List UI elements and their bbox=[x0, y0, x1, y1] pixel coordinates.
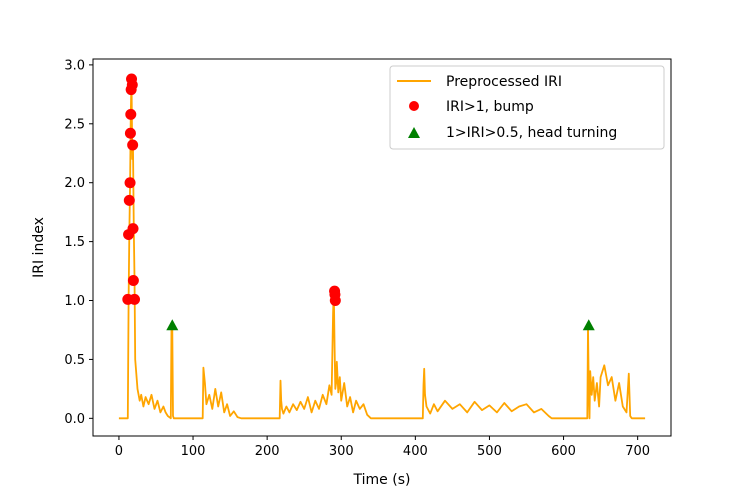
legend-label-preprocessed-iri: Preprocessed IRI bbox=[446, 74, 562, 90]
x-tick-label: 400 bbox=[403, 444, 428, 459]
x-axis-label: Time (s) bbox=[353, 472, 411, 488]
legend-label-head-turning: 1>IRI>0.5, head turning bbox=[446, 125, 617, 141]
y-tick-label: 3.0 bbox=[64, 58, 85, 73]
x-tick-label: 300 bbox=[329, 444, 354, 459]
y-tick-label: 1.0 bbox=[64, 294, 85, 309]
x-tick-label: 100 bbox=[181, 444, 206, 459]
plot-frame bbox=[92, 58, 672, 437]
head-turning-point bbox=[582, 319, 595, 331]
y-tick-label: 2.5 bbox=[64, 117, 85, 132]
bump-point bbox=[125, 108, 137, 120]
legend-label-bump: IRI>1, bump bbox=[446, 99, 534, 115]
x-tick-label: 700 bbox=[625, 444, 650, 459]
y-tick-label: 0.5 bbox=[64, 353, 85, 368]
bump-point bbox=[329, 295, 341, 307]
y-tick-label: 1.5 bbox=[64, 235, 85, 250]
x-tick-label: 0 bbox=[115, 444, 123, 459]
plot-layer bbox=[118, 73, 646, 420]
bump-point bbox=[127, 274, 139, 286]
legend-triangle-swatch bbox=[408, 127, 420, 138]
axes-layer: 0 100 200 300 400 500 600 700 0.0 0.5 1.0 1.5 2.0 2.5… bbox=[64, 58, 650, 459]
x-tick-label: 500 bbox=[477, 444, 502, 459]
bump-point bbox=[126, 79, 138, 91]
x-tick-label: 600 bbox=[551, 444, 576, 459]
legend: Preprocessed IRI IRI>1, bump 1>IRI>0.5, … bbox=[389, 65, 665, 150]
y-tick-label: 2.0 bbox=[64, 176, 85, 191]
bump-point bbox=[127, 223, 139, 235]
bump-point bbox=[127, 139, 139, 151]
x-tick-label: 200 bbox=[255, 444, 280, 459]
legend-box bbox=[389, 65, 665, 150]
bump-point bbox=[128, 293, 140, 305]
bump-point bbox=[124, 127, 136, 139]
bump-point bbox=[124, 177, 136, 189]
head-turning-point bbox=[166, 319, 179, 331]
y-tick-label: 0.0 bbox=[64, 412, 85, 427]
bump-point bbox=[123, 194, 135, 206]
legend-circle-swatch bbox=[409, 101, 419, 111]
y-axis-label: IRI index bbox=[31, 217, 47, 278]
